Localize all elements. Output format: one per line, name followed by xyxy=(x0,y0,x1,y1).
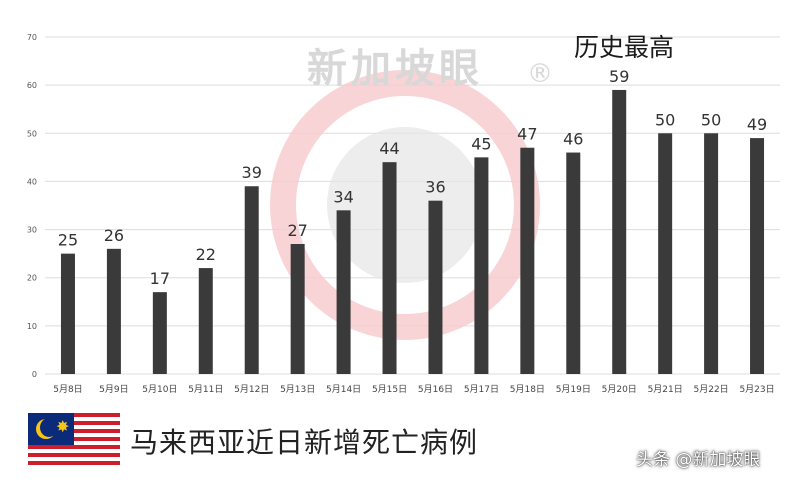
bar xyxy=(244,186,259,374)
x-tick-label: 5月10日 xyxy=(142,384,177,395)
bar xyxy=(612,89,627,374)
bar xyxy=(336,210,351,374)
bar xyxy=(566,152,581,374)
bar xyxy=(60,253,75,374)
y-tick-label: 10 xyxy=(27,322,37,331)
data-label: 26 xyxy=(104,226,124,245)
y-tick-label: 70 xyxy=(27,33,37,42)
x-tick-label: 5月17日 xyxy=(464,384,499,395)
x-tick-label: 5月12日 xyxy=(234,384,269,395)
malaysia-flag-icon: ✸ xyxy=(28,413,120,469)
data-label: 25 xyxy=(58,231,78,250)
bar xyxy=(658,133,673,374)
source-badge: 头条 @新加坡眼 xyxy=(636,450,761,470)
data-label: 49 xyxy=(747,115,767,134)
y-axis-ticks: 0 10 20 30 40 50 60 70 xyxy=(27,33,37,379)
data-label: 36 xyxy=(425,178,445,197)
y-tick-label: 0 xyxy=(32,370,37,379)
y-tick-label: 40 xyxy=(27,177,37,186)
x-tick-label: 5月14日 xyxy=(326,384,361,395)
watermark-text: 新加坡眼 xyxy=(307,46,483,92)
bar xyxy=(520,147,535,374)
x-tick-label: 5月19日 xyxy=(556,384,591,395)
y-tick-label: 50 xyxy=(27,129,37,138)
watermark-logo: 新加坡眼 ® xyxy=(270,46,553,340)
data-label: 50 xyxy=(655,110,675,129)
bar xyxy=(106,248,121,374)
footer: ✸ 马来西亚近日新增死亡病例 头条 @新加坡眼 xyxy=(0,405,800,483)
data-label: 39 xyxy=(242,163,262,182)
y-tick-label: 20 xyxy=(27,274,37,283)
data-label: 27 xyxy=(287,221,307,240)
data-label: 34 xyxy=(333,187,353,206)
bar xyxy=(704,133,719,374)
y-tick-label: 30 xyxy=(27,226,37,235)
x-axis-ticks: 5月8日 5月9日 5月10日 5月11日 5月12日 5月13日 5月14日 5月15日 5月… xyxy=(53,384,774,395)
bars xyxy=(60,89,765,374)
x-tick-label: 5月21日 xyxy=(648,384,683,395)
peak-annotation: 历史最高 xyxy=(574,33,674,62)
data-label: 17 xyxy=(150,269,170,288)
x-tick-label: 5月9日 xyxy=(99,384,128,395)
x-tick-label: 5月15日 xyxy=(372,384,407,395)
x-tick-label: 5月18日 xyxy=(510,384,545,395)
x-tick-label: 5月16日 xyxy=(418,384,453,395)
bar xyxy=(428,200,443,374)
x-tick-label: 5月11日 xyxy=(188,384,223,395)
y-tick-label: 60 xyxy=(27,81,37,90)
bar xyxy=(290,244,305,374)
data-label: 44 xyxy=(379,139,399,158)
registered-mark: ® xyxy=(527,59,553,89)
bar xyxy=(474,157,489,374)
x-tick-label: 5月22日 xyxy=(694,384,729,395)
data-label: 59 xyxy=(609,67,629,86)
x-tick-label: 5月8日 xyxy=(53,384,82,395)
data-label: 22 xyxy=(196,245,216,264)
chart-caption: 马来西亚近日新增死亡病例 xyxy=(130,426,479,459)
x-tick-label: 5月13日 xyxy=(280,384,315,395)
data-label: 45 xyxy=(471,134,491,153)
bar xyxy=(382,162,397,374)
data-label: 47 xyxy=(517,125,537,144)
x-tick-label: 5月23日 xyxy=(739,384,774,395)
bar xyxy=(152,292,167,374)
bar xyxy=(198,268,213,374)
bar xyxy=(750,138,765,374)
data-label: 46 xyxy=(563,130,583,149)
x-tick-label: 5月20日 xyxy=(602,384,637,395)
data-label: 50 xyxy=(701,110,721,129)
data-labels: 25 26 17 22 39 27 34 44 36 45 47 46 59 50 50 49 xyxy=(58,67,767,288)
